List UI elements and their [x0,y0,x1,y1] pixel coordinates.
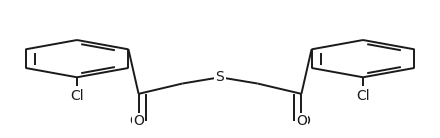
Text: O: O [130,114,140,128]
Text: Cl: Cl [70,89,84,103]
Text: Cl: Cl [356,89,370,103]
Text: O: O [133,114,144,128]
Text: O: O [296,114,307,128]
Text: S: S [216,70,224,84]
Text: O: O [300,114,310,128]
